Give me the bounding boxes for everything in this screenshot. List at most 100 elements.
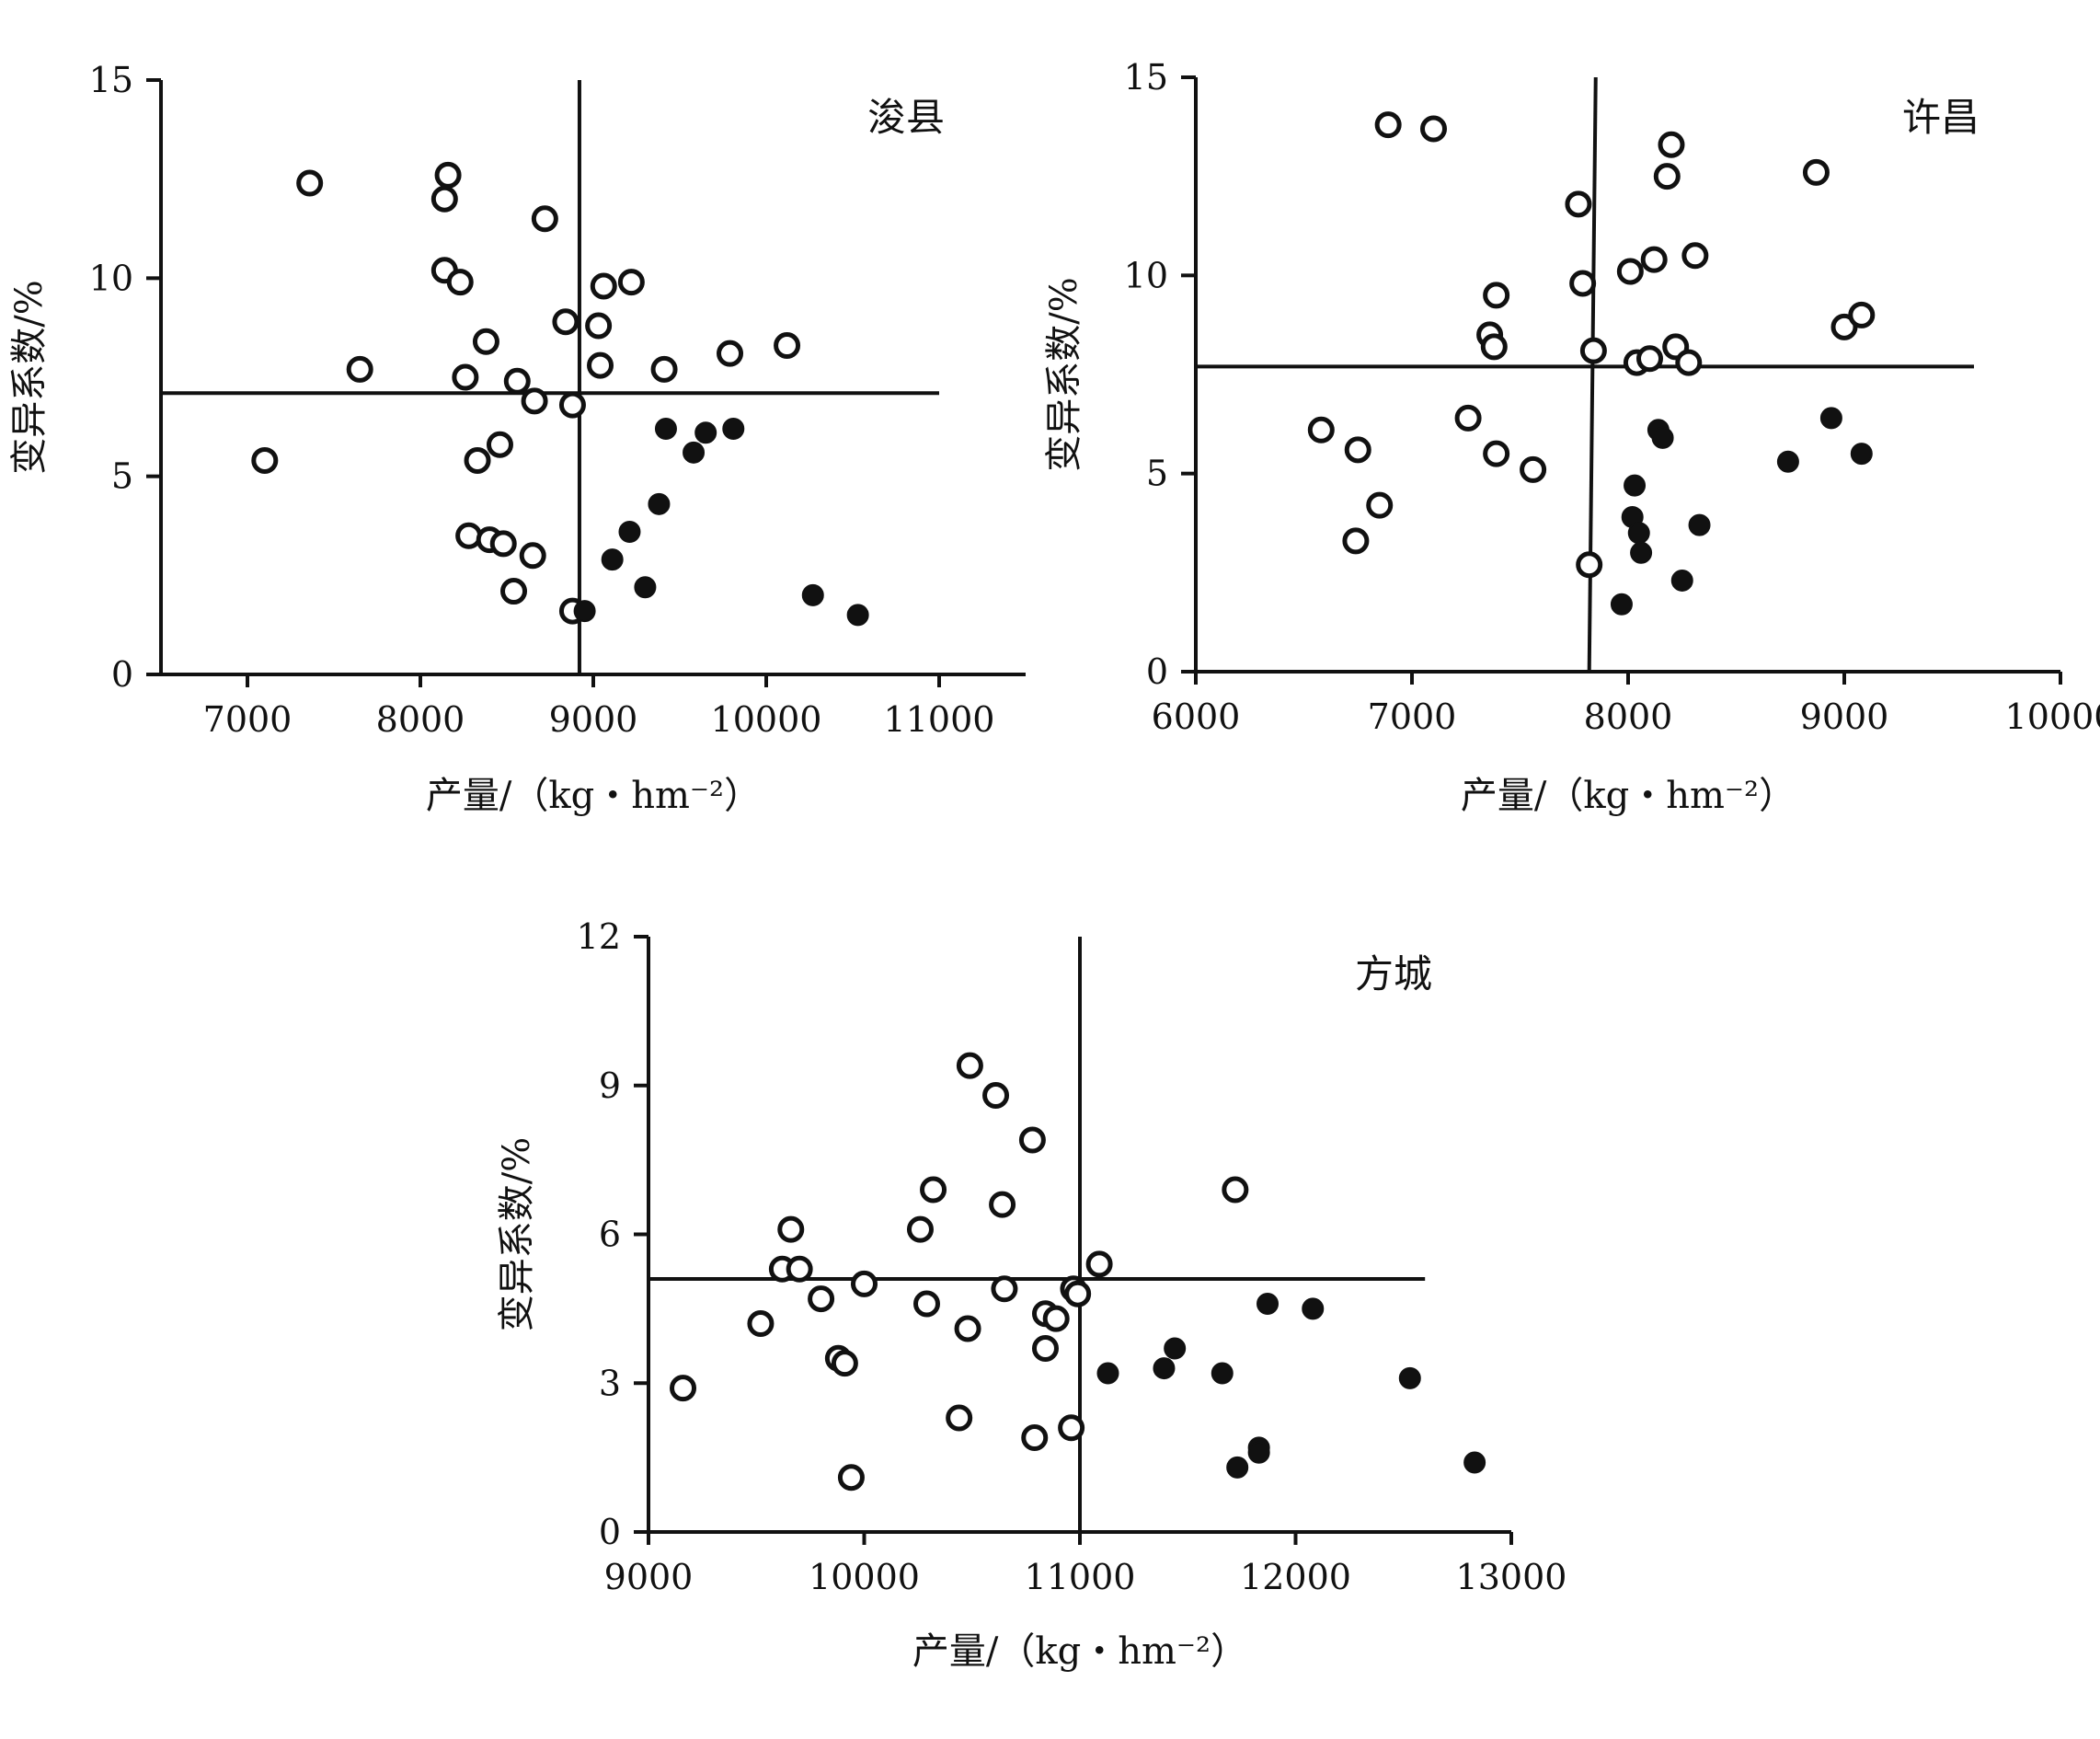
open-data-point (346, 355, 373, 383)
open-data-point (1636, 345, 1663, 373)
filled-data-point (1850, 443, 1873, 466)
filled-data-point (1819, 407, 1842, 430)
open-data-point (1480, 333, 1508, 361)
open-data-point (837, 1464, 865, 1491)
y-axis-title: 变异系数/% (1043, 277, 1085, 471)
panel-title: 方城 (1355, 951, 1432, 996)
filled-data-point (1226, 1456, 1249, 1479)
open-data-point (717, 340, 744, 367)
x-tick-label: 8000 (376, 699, 465, 740)
open-data-point (1802, 158, 1830, 186)
open-data-point (1342, 527, 1370, 555)
y-tick-label: 3 (599, 1363, 621, 1403)
filled-data-point (683, 441, 706, 464)
open-data-point (991, 1275, 1018, 1303)
open-data-point (531, 205, 558, 233)
open-data-point (617, 269, 645, 296)
open-data-point (1307, 416, 1335, 443)
open-data-point (500, 578, 528, 605)
x-tick-label: 10000 (2005, 697, 2100, 737)
y-tick-label: 12 (577, 916, 621, 957)
open-data-point (1658, 131, 1685, 158)
open-data-point (954, 1315, 981, 1342)
x-tick-label: 9000 (1800, 697, 1889, 737)
open-data-point (1031, 1335, 1059, 1363)
panel-title: 许昌 (1902, 95, 1980, 140)
filled-data-point (1610, 593, 1633, 616)
filled-data-point (1463, 1451, 1486, 1474)
open-data-point (1576, 551, 1603, 579)
filled-data-point (1211, 1362, 1234, 1385)
filled-data-point (601, 548, 624, 571)
open-data-point (1483, 282, 1510, 309)
y-tick-label: 5 (111, 456, 133, 497)
x-tick-label: 8000 (1584, 697, 1673, 737)
x-tick-label: 13000 (1456, 1557, 1567, 1597)
filled-data-point (1096, 1362, 1119, 1385)
open-data-point (1569, 270, 1597, 297)
filled-data-point (1688, 513, 1711, 536)
open-data-point (452, 363, 479, 391)
x-tick-label: 10000 (809, 1557, 920, 1597)
open-data-point (1830, 313, 1858, 340)
open-data-point (552, 308, 580, 336)
x-tick-label: 7000 (203, 699, 293, 740)
open-data-point (587, 351, 614, 379)
open-data-point (1420, 115, 1447, 143)
open-data-point (1579, 337, 1607, 364)
x-axis-title: 产量/（kg・hm⁻²） (426, 775, 761, 817)
filled-data-point (846, 604, 869, 627)
open-data-point (489, 530, 517, 558)
y-tick-label: 15 (89, 60, 133, 100)
x-tick-label: 9000 (604, 1557, 694, 1597)
open-data-point (946, 1404, 973, 1432)
x-tick-label: 7000 (1368, 697, 1457, 737)
filled-data-point (654, 417, 677, 440)
open-data-point (906, 1215, 934, 1243)
open-data-point (774, 332, 801, 360)
open-data-point (1454, 404, 1482, 432)
open-data-point (1848, 301, 1876, 328)
filled-data-point (648, 492, 671, 515)
filled-data-point (1398, 1366, 1421, 1389)
filled-data-point (1624, 474, 1647, 497)
open-data-point (1640, 246, 1668, 273)
open-data-point (1616, 258, 1644, 285)
filled-data-point (1670, 569, 1693, 592)
filled-data-point (694, 421, 717, 444)
y-tick-label: 5 (1146, 454, 1168, 494)
filled-data-point (1302, 1297, 1325, 1320)
x-axis-title: 产量/（kg・hm⁻²） (1461, 775, 1796, 817)
open-data-point (1653, 163, 1681, 190)
open-data-point (296, 169, 324, 197)
y-axis-title: 变异系数/% (496, 1137, 538, 1331)
filled-data-point (1164, 1337, 1187, 1360)
chart-panel-1: 7000 8000 9000 10000 11000 0 5 10 15 浚县产量/（kg・hm⁻… (8, 60, 1026, 817)
x-axis-title: 产量/（kg・hm⁻²） (912, 1630, 1247, 1673)
open-data-point (446, 269, 474, 296)
filled-data-point (573, 600, 596, 623)
open-data-point (1520, 455, 1547, 483)
open-data-point (472, 328, 499, 355)
open-data-point (1058, 1414, 1085, 1442)
open-data-point (521, 387, 548, 415)
open-data-point (558, 391, 586, 419)
chart-panel-3: 9000 10000 11000 12000 13000 0 3 6 9 12 方城产量/（kg・h… (496, 916, 1566, 1673)
filled-data-point (801, 583, 824, 606)
open-data-point (989, 1191, 1016, 1218)
open-data-point (590, 272, 617, 300)
open-data-point (1565, 190, 1592, 218)
open-data-point (1064, 1280, 1092, 1307)
y-tick-label: 0 (1146, 651, 1168, 692)
open-data-point (1085, 1250, 1113, 1278)
chart-panel-2: 6000 7000 8000 9000 10000 0 5 10 15 许昌产量/（kg・hm⁻²… (1043, 57, 2100, 817)
open-data-point (455, 522, 483, 549)
open-data-point (777, 1215, 805, 1243)
open-data-point (251, 446, 279, 474)
open-data-point (1344, 436, 1371, 464)
open-data-point (503, 367, 531, 395)
y-tick-label: 15 (1124, 57, 1168, 98)
open-data-point (913, 1290, 941, 1318)
filled-data-point (1630, 541, 1653, 564)
